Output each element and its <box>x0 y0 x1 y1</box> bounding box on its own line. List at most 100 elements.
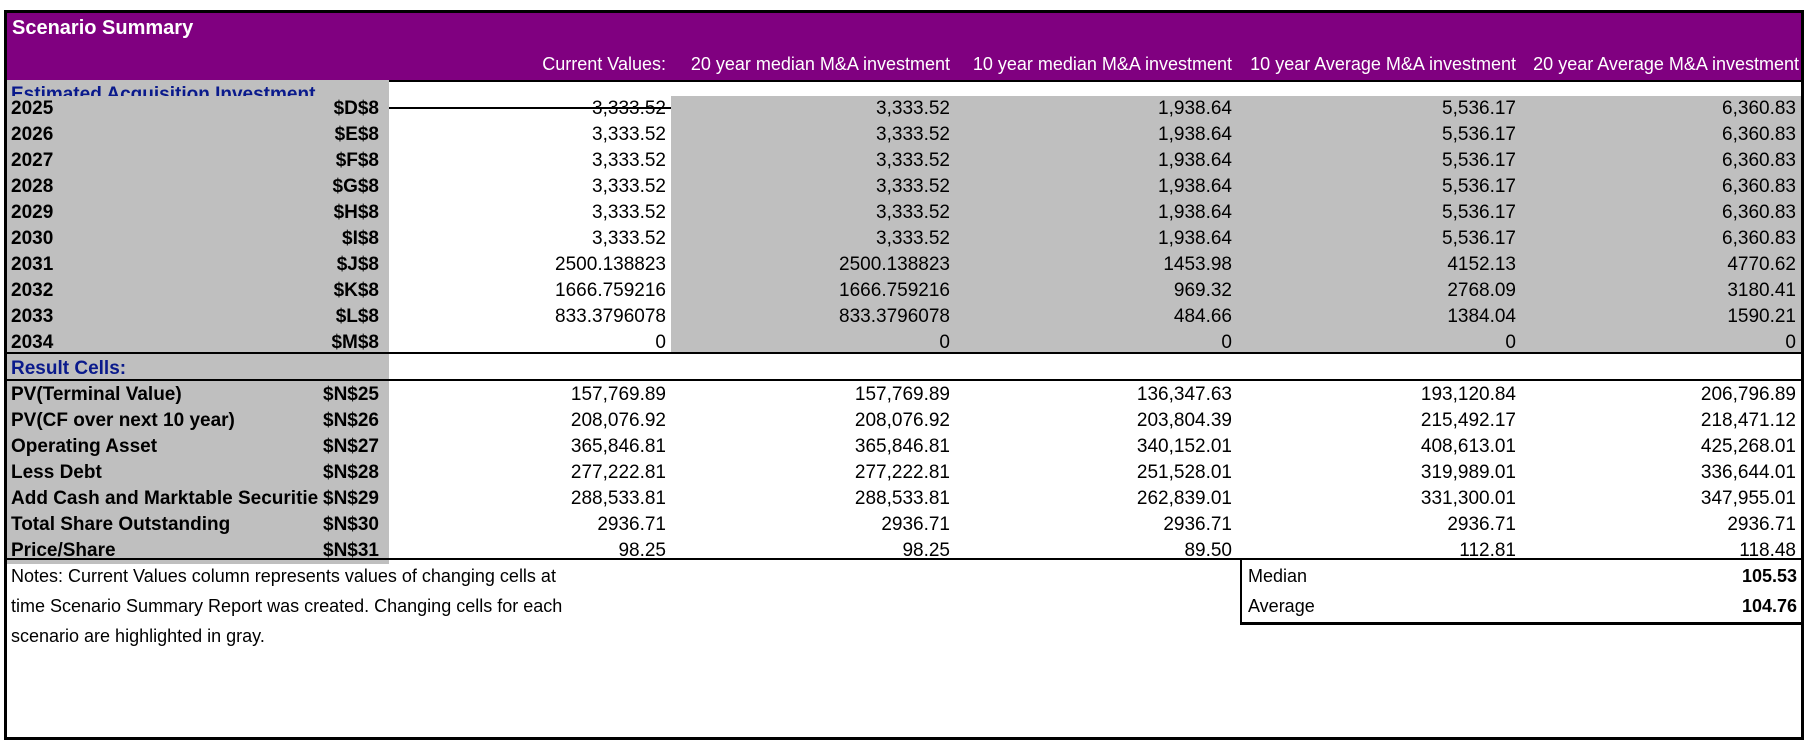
sheet-title: Scenario Summary <box>12 17 194 39</box>
cell-reference: $N$26 <box>322 408 389 434</box>
value-cell: 3,333.52 <box>876 202 950 223</box>
value-cell: 5,536.17 <box>1442 124 1516 145</box>
cell-reference: $L$8 <box>322 304 389 330</box>
value-cell: 3,333.52 <box>876 228 950 249</box>
table-row: 2031 $J$8 2500.138823 2500.138823 1453.98 415… <box>7 252 1801 278</box>
value-cell: 208,076.92 <box>570 410 666 431</box>
value-cell: 2500.138823 <box>839 254 950 275</box>
row-label: 2028 <box>7 174 322 200</box>
value-cell: 112.81 <box>1459 540 1516 561</box>
value-cell: 2936.71 <box>1163 514 1232 535</box>
row-label: 2032 <box>7 278 322 304</box>
value-cell: 484.66 <box>1173 306 1232 327</box>
cell-reference: $N$27 <box>322 434 389 460</box>
header-10yr-average: 10 year Average M&A investment <box>1250 54 1516 74</box>
header-current-values: Current Values: <box>542 54 666 74</box>
header-10yr-median: 10 year median M&A investment <box>972 54 1232 74</box>
row-label: 2031 <box>7 252 322 278</box>
cell-reference: $M$8 <box>322 330 389 356</box>
value-cell: 89.50 <box>1184 540 1232 561</box>
value-cell: 203,804.39 <box>1136 410 1232 431</box>
table-row: 2028 $G$8 3,333.52 3,333.52 1,938.64 5,536.17… <box>7 174 1801 200</box>
value-cell: 969.32 <box>1173 280 1232 301</box>
value-cell: 3,333.52 <box>876 150 950 171</box>
stat-value: 105.53 <box>1741 566 1797 586</box>
header-20yr-median: 20 year median M&A investment <box>690 54 950 74</box>
value-cell: 331,300.01 <box>1420 488 1516 509</box>
row-label: 2033 <box>7 304 322 330</box>
row-label: 2034 <box>7 330 322 356</box>
value-cell: 1384.04 <box>1447 306 1516 327</box>
value-cell: 0 <box>655 332 666 353</box>
value-cell: 0 <box>939 332 950 353</box>
row-label: 2027 <box>7 148 322 174</box>
value-cell: 5,536.17 <box>1442 98 1516 119</box>
value-cell: 347,955.01 <box>1700 488 1796 509</box>
cell-reference: $I$8 <box>322 226 389 252</box>
title-band: Scenario Summary Current Values: 20 year… <box>7 13 1801 80</box>
row-label: PV(CF over next 10 year) <box>7 408 322 434</box>
table-row: Operating Asset $N$27 365,846.81 365,846.81… <box>7 434 1801 460</box>
value-cell: 136,347.63 <box>1136 384 1232 405</box>
table-row: 2027 $F$8 3,333.52 3,333.52 1,938.64 5,536.17… <box>7 148 1801 174</box>
value-cell: 3,333.52 <box>592 176 666 197</box>
value-cell: 193,120.84 <box>1420 384 1516 405</box>
value-cell: 6,360.83 <box>1722 98 1796 119</box>
divider <box>7 80 1801 82</box>
value-cell: 2936.71 <box>597 514 666 535</box>
stat-label: Average <box>1248 596 1315 616</box>
value-cell: 5,536.17 <box>1442 150 1516 171</box>
value-cell: 2500.138823 <box>555 254 666 275</box>
table-row: Less Debt $N$28 277,222.81 277,222.81 251,52… <box>7 460 1801 486</box>
row-label: Operating Asset <box>7 434 322 460</box>
table-row: PV(CF over next 10 year) $N$26 208,076.92 2… <box>7 408 1801 434</box>
value-cell: 1,938.64 <box>1158 124 1232 145</box>
value-cell: 1666.759216 <box>839 280 950 301</box>
table-row: 2032 $K$8 1666.759216 1666.759216 969.32 2768… <box>7 278 1801 304</box>
value-cell: 0 <box>1785 332 1796 353</box>
value-cell: 1453.98 <box>1163 254 1232 275</box>
notes: Notes: Current Values column represents … <box>11 561 611 651</box>
value-cell: 3,333.52 <box>592 202 666 223</box>
divider <box>7 379 1801 381</box>
value-cell: 2936.71 <box>881 514 950 535</box>
value-cell: 206,796.89 <box>1700 384 1796 405</box>
scenario-highlight <box>671 96 1801 352</box>
value-cell: 336,644.01 <box>1700 462 1796 483</box>
value-cell: 365,846.81 <box>854 436 950 457</box>
notes-line: scenario are highlighted in gray. <box>11 626 265 646</box>
table-row: Add Cash and Marktable Securitie $N$29 288… <box>7 486 1801 512</box>
row-label: Add Cash and Marktable Securitie <box>7 486 322 512</box>
value-cell: 319,989.01 <box>1420 462 1516 483</box>
value-cell: 2936.71 <box>1447 514 1516 535</box>
value-cell: 1,938.64 <box>1158 98 1232 119</box>
table-row: PV(Terminal Value) $N$25 157,769.89 157,769… <box>7 382 1801 408</box>
value-cell: 6,360.83 <box>1722 150 1796 171</box>
value-cell: 6,360.83 <box>1722 124 1796 145</box>
value-cell: 1,938.64 <box>1158 202 1232 223</box>
value-cell: 833.3796078 <box>839 306 950 327</box>
value-cell: 277,222.81 <box>854 462 950 483</box>
table-row: Total Share Outstanding $N$30 2936.71 2936.… <box>7 512 1801 538</box>
value-cell: 262,839.01 <box>1136 488 1232 509</box>
cell-reference: $J$8 <box>322 252 389 278</box>
value-cell: 425,268.01 <box>1700 436 1796 457</box>
row-label: 2029 <box>7 200 322 226</box>
value-cell: 833.3796078 <box>555 306 666 327</box>
value-cell: 277,222.81 <box>570 462 666 483</box>
value-cell: 5,536.17 <box>1442 228 1516 249</box>
value-cell: 218,471.12 <box>1700 410 1796 431</box>
summary-stats: Median 105.53 Average 104.76 <box>1240 560 1803 625</box>
divider <box>7 352 1801 354</box>
value-cell: 408,613.01 <box>1420 436 1516 457</box>
table-row: 2033 $L$8 833.3796078 833.3796078 484.66 1384… <box>7 304 1801 330</box>
divider <box>7 558 1801 560</box>
table-row: 2029 $H$8 3,333.52 3,333.52 1,938.64 5,536.17… <box>7 200 1801 226</box>
row-label: 2030 <box>7 226 322 252</box>
value-cell: 3180.41 <box>1727 280 1796 301</box>
table-row: 2030 $I$8 3,333.52 3,333.52 1,938.64 5,536.17… <box>7 226 1801 252</box>
value-cell: 3,333.52 <box>592 150 666 171</box>
value-cell: 215,492.17 <box>1420 410 1516 431</box>
value-cell: 1590.21 <box>1727 306 1796 327</box>
value-cell: 2936.71 <box>1727 514 1796 535</box>
